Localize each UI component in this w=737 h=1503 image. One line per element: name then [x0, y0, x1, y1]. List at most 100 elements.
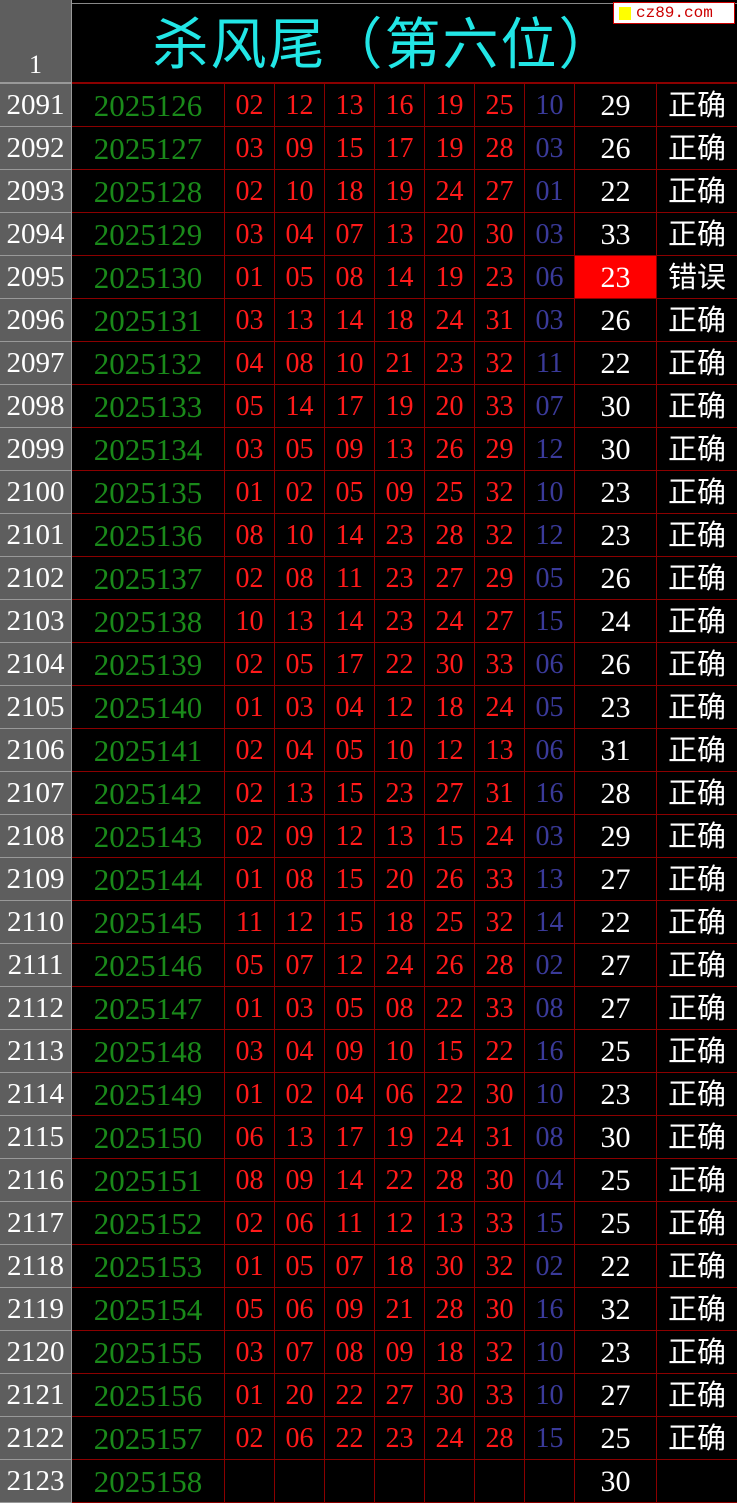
row-header[interactable]: 2123	[0, 1460, 72, 1503]
row-header[interactable]: 2119	[0, 1288, 72, 1331]
blue-number-cell[interactable]: 02	[525, 1245, 575, 1288]
red-number-cell[interactable]	[475, 1460, 525, 1503]
blue-number-cell[interactable]: 03	[525, 299, 575, 342]
row-header[interactable]: 2109	[0, 858, 72, 901]
red-number-cell[interactable]: 08	[225, 514, 275, 557]
value-cell[interactable]: 23	[575, 514, 657, 557]
value-cell[interactable]: 30	[575, 428, 657, 471]
row-header[interactable]: 2106	[0, 729, 72, 772]
blue-number-cell[interactable]: 10	[525, 471, 575, 514]
row-header[interactable]: 2113	[0, 1030, 72, 1073]
blue-number-cell[interactable]: 10	[525, 1331, 575, 1374]
value-cell[interactable]: 26	[575, 643, 657, 686]
red-number-cell[interactable]: 31	[475, 1116, 525, 1159]
red-number-cell[interactable]: 09	[275, 127, 325, 170]
red-number-cell[interactable]: 32	[475, 1331, 525, 1374]
red-number-cell[interactable]: 23	[425, 342, 475, 385]
period-cell[interactable]: 2025131	[72, 299, 225, 342]
value-cell[interactable]: 33	[575, 213, 657, 256]
red-number-cell[interactable]: 07	[275, 944, 325, 987]
result-cell[interactable]: 正确	[657, 1073, 737, 1116]
period-cell[interactable]: 2025140	[72, 686, 225, 729]
red-number-cell[interactable]: 02	[275, 471, 325, 514]
period-cell[interactable]: 2025127	[72, 127, 225, 170]
red-number-cell[interactable]: 27	[475, 600, 525, 643]
value-cell[interactable]: 22	[575, 342, 657, 385]
blue-number-cell[interactable]: 04	[525, 1159, 575, 1202]
period-cell[interactable]: 2025157	[72, 1417, 225, 1460]
red-number-cell[interactable]: 09	[325, 1030, 375, 1073]
blue-number-cell[interactable]: 06	[525, 256, 575, 299]
result-cell[interactable]	[657, 1460, 737, 1503]
result-cell[interactable]: 正确	[657, 1245, 737, 1288]
row-header[interactable]: 2116	[0, 1159, 72, 1202]
red-number-cell[interactable]: 24	[425, 1417, 475, 1460]
red-number-cell[interactable]: 22	[325, 1417, 375, 1460]
red-number-cell[interactable]: 32	[475, 901, 525, 944]
red-number-cell[interactable]: 13	[275, 1116, 325, 1159]
period-cell[interactable]: 2025145	[72, 901, 225, 944]
period-cell[interactable]: 2025139	[72, 643, 225, 686]
row-header[interactable]: 2099	[0, 428, 72, 471]
red-number-cell[interactable]: 17	[325, 1116, 375, 1159]
result-cell[interactable]: 正确	[657, 1030, 737, 1073]
red-number-cell[interactable]: 15	[325, 858, 375, 901]
red-number-cell[interactable]: 01	[225, 1245, 275, 1288]
blue-number-cell[interactable]: 05	[525, 557, 575, 600]
period-cell[interactable]: 2025155	[72, 1331, 225, 1374]
blue-number-cell[interactable]: 03	[525, 213, 575, 256]
period-cell[interactable]: 2025137	[72, 557, 225, 600]
red-number-cell[interactable]: 25	[475, 84, 525, 127]
value-cell[interactable]: 23	[575, 1073, 657, 1116]
row-header[interactable]: 2115	[0, 1116, 72, 1159]
red-number-cell[interactable]: 24	[375, 944, 425, 987]
period-cell[interactable]: 2025150	[72, 1116, 225, 1159]
red-number-cell[interactable]: 09	[325, 428, 375, 471]
blue-number-cell[interactable]: 13	[525, 858, 575, 901]
red-number-cell[interactable]: 10	[275, 514, 325, 557]
red-number-cell[interactable]: 32	[475, 342, 525, 385]
result-cell[interactable]: 正确	[657, 84, 737, 127]
red-number-cell[interactable]: 02	[225, 84, 275, 127]
red-number-cell[interactable]: 13	[275, 600, 325, 643]
blue-number-cell[interactable]: 15	[525, 1202, 575, 1245]
red-number-cell[interactable]: 01	[225, 987, 275, 1030]
red-number-cell[interactable]: 06	[225, 1116, 275, 1159]
result-cell[interactable]: 正确	[657, 901, 737, 944]
red-number-cell[interactable]: 02	[225, 815, 275, 858]
row-header[interactable]: 2091	[0, 84, 72, 127]
period-cell[interactable]: 2025146	[72, 944, 225, 987]
red-number-cell[interactable]: 03	[275, 686, 325, 729]
period-cell[interactable]: 2025128	[72, 170, 225, 213]
value-cell[interactable]: 30	[575, 385, 657, 428]
red-number-cell[interactable]: 02	[225, 772, 275, 815]
red-number-cell[interactable]: 18	[425, 686, 475, 729]
red-number-cell[interactable]: 18	[325, 170, 375, 213]
result-cell[interactable]: 正确	[657, 729, 737, 772]
red-number-cell[interactable]: 28	[475, 944, 525, 987]
row-header[interactable]: 2111	[0, 944, 72, 987]
red-number-cell[interactable]: 22	[425, 987, 475, 1030]
value-cell[interactable]: 23	[575, 686, 657, 729]
value-cell[interactable]: 27	[575, 944, 657, 987]
value-cell[interactable]: 26	[575, 299, 657, 342]
period-cell[interactable]: 2025143	[72, 815, 225, 858]
period-cell[interactable]: 2025147	[72, 987, 225, 1030]
red-number-cell[interactable]: 22	[475, 1030, 525, 1073]
value-cell[interactable]: 25	[575, 1030, 657, 1073]
red-number-cell[interactable]: 13	[325, 84, 375, 127]
blue-number-cell[interactable]: 14	[525, 901, 575, 944]
blue-number-cell[interactable]: 08	[525, 1116, 575, 1159]
red-number-cell[interactable]: 16	[375, 84, 425, 127]
red-number-cell[interactable]: 08	[325, 1331, 375, 1374]
row-header[interactable]: 2112	[0, 987, 72, 1030]
red-number-cell[interactable]: 32	[475, 471, 525, 514]
red-number-cell[interactable]: 03	[225, 299, 275, 342]
red-number-cell[interactable]: 14	[325, 299, 375, 342]
red-number-cell[interactable]: 12	[375, 1202, 425, 1245]
red-number-cell[interactable]: 04	[325, 686, 375, 729]
blue-number-cell[interactable]: 06	[525, 643, 575, 686]
red-number-cell[interactable]: 24	[425, 170, 475, 213]
red-number-cell[interactable]: 13	[425, 1202, 475, 1245]
red-number-cell[interactable]: 19	[375, 1116, 425, 1159]
